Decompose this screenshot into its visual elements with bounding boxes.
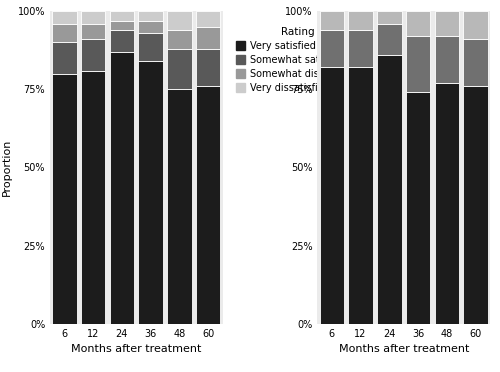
Bar bbox=[167, 49, 192, 89]
X-axis label: Months after treatment: Months after treatment bbox=[338, 344, 469, 354]
Bar bbox=[406, 92, 430, 324]
Bar bbox=[167, 11, 192, 30]
Y-axis label: Proportion: Proportion bbox=[2, 139, 12, 196]
Bar bbox=[52, 74, 76, 324]
Bar bbox=[348, 11, 373, 30]
Bar bbox=[434, 11, 459, 36]
Bar bbox=[320, 30, 344, 67]
Bar bbox=[196, 49, 220, 86]
Bar bbox=[52, 24, 76, 42]
Bar bbox=[167, 30, 192, 49]
Bar bbox=[110, 52, 134, 324]
Bar bbox=[110, 20, 134, 30]
Bar bbox=[81, 24, 106, 39]
Bar bbox=[52, 42, 76, 74]
Bar bbox=[196, 86, 220, 324]
Bar bbox=[434, 83, 459, 324]
Bar bbox=[464, 11, 488, 39]
Bar bbox=[138, 33, 163, 61]
Bar bbox=[434, 36, 459, 83]
Bar bbox=[464, 39, 488, 86]
Bar bbox=[196, 11, 220, 27]
Bar bbox=[138, 61, 163, 324]
X-axis label: Months after treatment: Months after treatment bbox=[71, 344, 202, 354]
Bar bbox=[406, 36, 430, 92]
Bar bbox=[320, 11, 344, 30]
Bar bbox=[348, 30, 373, 67]
Legend: Definitely have, Might have, Not have: Definitely have, Might have, Not have bbox=[498, 22, 500, 84]
Bar bbox=[196, 27, 220, 49]
Bar bbox=[138, 11, 163, 20]
Bar bbox=[81, 39, 106, 71]
Bar bbox=[81, 71, 106, 324]
Bar bbox=[320, 67, 344, 324]
Legend: Very satisfied, Somewhat satisfied, Somewhat dissatisfied, Very dissatisfied: Very satisfied, Somewhat satisfied, Some… bbox=[231, 22, 365, 97]
Bar bbox=[110, 11, 134, 20]
Bar bbox=[406, 11, 430, 36]
Bar bbox=[81, 11, 106, 24]
Bar bbox=[138, 20, 163, 33]
Bar bbox=[377, 24, 402, 55]
Bar bbox=[348, 67, 373, 324]
Bar bbox=[110, 30, 134, 52]
Bar bbox=[167, 89, 192, 324]
Bar bbox=[52, 11, 76, 24]
Bar bbox=[464, 86, 488, 324]
Bar bbox=[377, 11, 402, 24]
Bar bbox=[377, 55, 402, 324]
